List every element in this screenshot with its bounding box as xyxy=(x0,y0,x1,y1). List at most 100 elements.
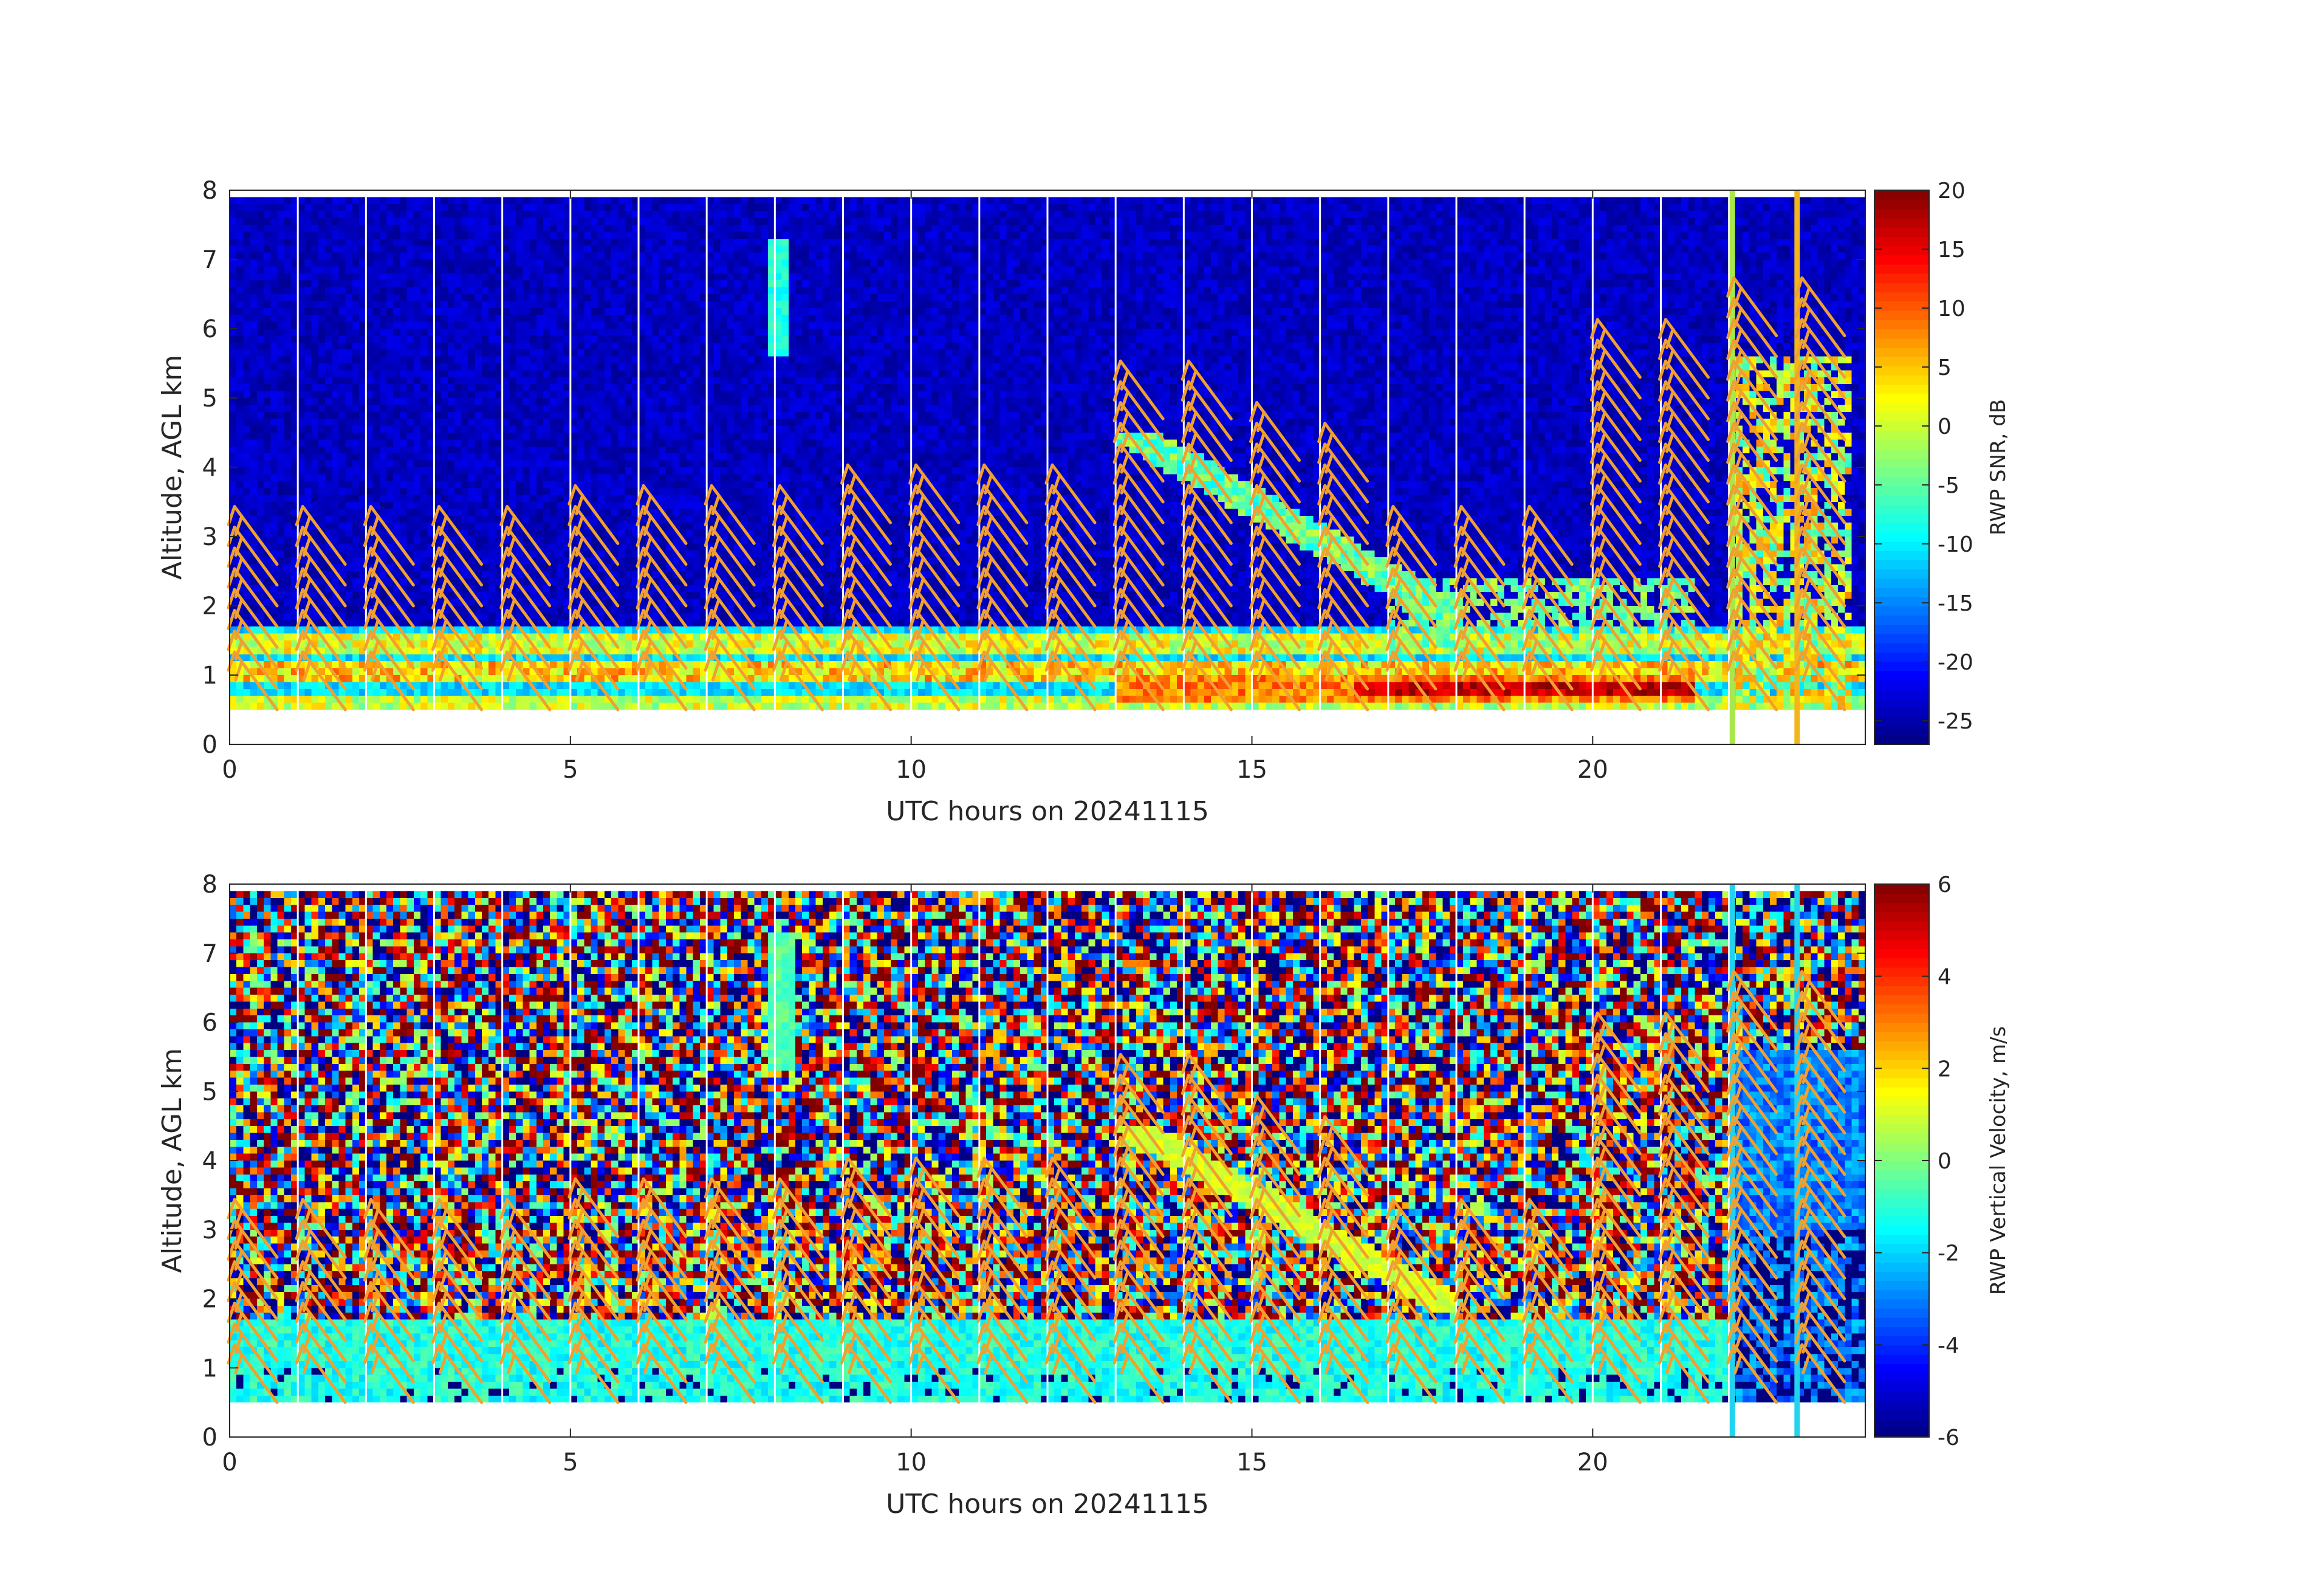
colorbar-swatch xyxy=(1874,1206,1929,1216)
wind-barb xyxy=(1249,629,1301,691)
wind-barb xyxy=(1181,567,1233,628)
wind-barb xyxy=(1385,567,1438,628)
wind-barb xyxy=(295,1302,347,1363)
wind-barb xyxy=(1249,505,1301,566)
y-tick-label: 8 xyxy=(202,177,218,205)
colorbar-tick-label: 6 xyxy=(1938,873,1952,897)
wind-barb xyxy=(908,629,961,691)
wind-barb xyxy=(1044,1322,1097,1384)
wind-barb xyxy=(1794,1322,1846,1384)
wind-barb xyxy=(1249,650,1301,712)
wind-barb xyxy=(1589,359,1642,420)
wind-barb xyxy=(567,505,620,566)
wind-barb xyxy=(1453,629,1506,691)
wind-barb xyxy=(1726,338,1778,400)
colorbar-swatch xyxy=(1874,716,1929,727)
colorbar-swatch xyxy=(1874,921,1929,931)
wind-barb xyxy=(1658,1115,1710,1176)
y-tick-label: 0 xyxy=(202,1424,218,1452)
wind-barb xyxy=(840,546,892,608)
colorbar-swatch xyxy=(1874,1345,1929,1355)
wind-barb xyxy=(363,1218,415,1280)
wind-barb xyxy=(1317,546,1369,608)
wind-barb xyxy=(1181,505,1233,566)
wind-barb xyxy=(1044,505,1097,566)
colorbar-swatch xyxy=(1874,1040,1929,1051)
colorbar-swatch xyxy=(1874,550,1929,560)
wind-barb xyxy=(499,1322,552,1384)
wind-barb xyxy=(1726,588,1778,649)
wind-barb xyxy=(1658,1074,1710,1134)
wind-barb xyxy=(363,1322,415,1384)
wind-barb xyxy=(1112,1177,1165,1238)
colorbar-swatch xyxy=(1874,523,1929,533)
wind-barb xyxy=(1794,359,1846,420)
colorbar-swatch xyxy=(1874,930,1929,940)
wind-barb xyxy=(1726,1052,1778,1114)
wind-barb xyxy=(1726,505,1778,566)
wind-barb xyxy=(1112,1343,1165,1404)
wind-barb xyxy=(704,1260,756,1322)
wind-barb xyxy=(1794,1177,1846,1238)
wind-barb xyxy=(363,609,415,670)
colorbar-swatch xyxy=(1874,329,1929,339)
wind-barb xyxy=(908,526,961,587)
colorbar-swatch xyxy=(1874,504,1929,514)
wind-barb xyxy=(1385,1240,1438,1300)
wind-barb xyxy=(908,1198,961,1259)
wind-barb xyxy=(1385,505,1438,566)
wind-barb xyxy=(1658,1094,1710,1156)
wind-barb xyxy=(704,588,756,649)
wind-barb xyxy=(431,609,483,670)
colorbar-swatch xyxy=(1874,319,1929,329)
wind-barb xyxy=(1794,318,1846,379)
wind-barb xyxy=(704,484,756,545)
wind-barb xyxy=(772,546,824,608)
wind-barb xyxy=(1453,567,1506,628)
wind-barb xyxy=(908,546,961,608)
colorbar-swatch xyxy=(1874,476,1929,487)
wind-barb xyxy=(1181,1094,1233,1156)
colorbar-swatch xyxy=(1874,976,1929,986)
x-tick-label: 20 xyxy=(1577,1449,1608,1477)
wind-barb xyxy=(295,650,347,712)
colorbar-swatch xyxy=(1874,347,1929,357)
wind-barb xyxy=(295,1260,347,1322)
wind-barb xyxy=(1794,1156,1846,1218)
wind-barb xyxy=(1181,442,1233,504)
wind-barb xyxy=(1044,1218,1097,1280)
wind-barb xyxy=(1794,1115,1846,1176)
wind-barb xyxy=(1726,359,1778,420)
wind-barb xyxy=(1044,1156,1097,1218)
wind-barb xyxy=(1589,1115,1642,1176)
wind-barb xyxy=(636,1198,688,1259)
wind-barb xyxy=(1317,1177,1369,1238)
wind-barb xyxy=(636,1260,688,1322)
wind-barb xyxy=(1112,380,1165,441)
colorbar-swatch xyxy=(1874,1133,1929,1143)
colorbar-swatch xyxy=(1874,1096,1929,1106)
colorbar-swatch xyxy=(1874,985,1929,995)
x-tick-label: 15 xyxy=(1236,1449,1267,1477)
colorbar-swatch xyxy=(1874,661,1929,671)
wind-barb xyxy=(1521,1218,1574,1280)
wind-barb xyxy=(295,526,347,587)
wind-barb xyxy=(1794,401,1846,462)
wind-barb xyxy=(1181,1074,1233,1134)
y-tick-label: 6 xyxy=(202,1009,218,1037)
wind-barb xyxy=(908,1281,961,1342)
x-tick-label: 0 xyxy=(222,1449,237,1477)
wind-barb xyxy=(1112,526,1165,587)
wind-barb xyxy=(363,588,415,649)
colorbar-tick-label: -20 xyxy=(1938,650,1973,675)
y-tick-label: 3 xyxy=(202,523,218,551)
wind-barb xyxy=(1794,1094,1846,1156)
colorbar-swatch xyxy=(1874,1400,1929,1410)
wind-barb xyxy=(1589,1177,1642,1238)
colorbar-tick-label: 4 xyxy=(1938,965,1952,990)
colorbar-swatch xyxy=(1874,1114,1929,1125)
wind-barb xyxy=(772,1198,824,1259)
wind-barb xyxy=(1658,1136,1710,1197)
wind-barb xyxy=(1794,1052,1846,1114)
colorbar-swatch xyxy=(1874,393,1929,403)
